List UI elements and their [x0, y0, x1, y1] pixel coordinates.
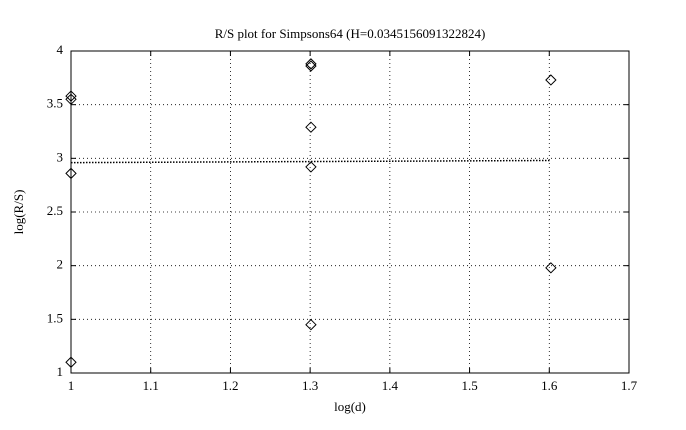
marker	[65, 93, 77, 106]
marker	[545, 74, 557, 86]
x-tick-label: 1.7	[621, 378, 638, 393]
x-axis-label: log(d)	[334, 399, 366, 414]
y-tick-label: 1.5	[47, 310, 63, 325]
chart-title: R/S plot for Simpsons64 (H=0.03451560913…	[215, 26, 486, 41]
y-axis-label: log(R/S)	[11, 190, 26, 235]
y-tick-label: 3.5	[47, 96, 63, 111]
marker	[305, 318, 317, 331]
y-tick-label: 2	[57, 257, 64, 272]
y-tick-label: 3	[57, 149, 64, 164]
x-tick-label: 1.1	[143, 378, 159, 393]
plot-frame	[70, 50, 630, 374]
y-tick-label: 1	[57, 364, 64, 379]
y-tick-label: 4	[57, 42, 64, 57]
x-tick-label: 1	[68, 378, 75, 393]
x-tick-label: 1.4	[382, 378, 399, 393]
x-tick-label: 1.3	[302, 378, 318, 393]
fit-line	[70, 159, 551, 164]
x-tick-label: 1.5	[461, 378, 477, 393]
marker	[545, 262, 557, 274]
marker	[305, 121, 317, 133]
marker	[305, 60, 317, 72]
marker	[305, 161, 317, 173]
x-tick-label: 1.2	[222, 378, 238, 393]
x-tick-label: 1.6	[541, 378, 558, 393]
marker	[65, 356, 77, 368]
marker	[65, 167, 77, 180]
y-tick-label: 2.5	[47, 203, 63, 218]
marker	[65, 90, 77, 102]
marker	[305, 58, 317, 70]
